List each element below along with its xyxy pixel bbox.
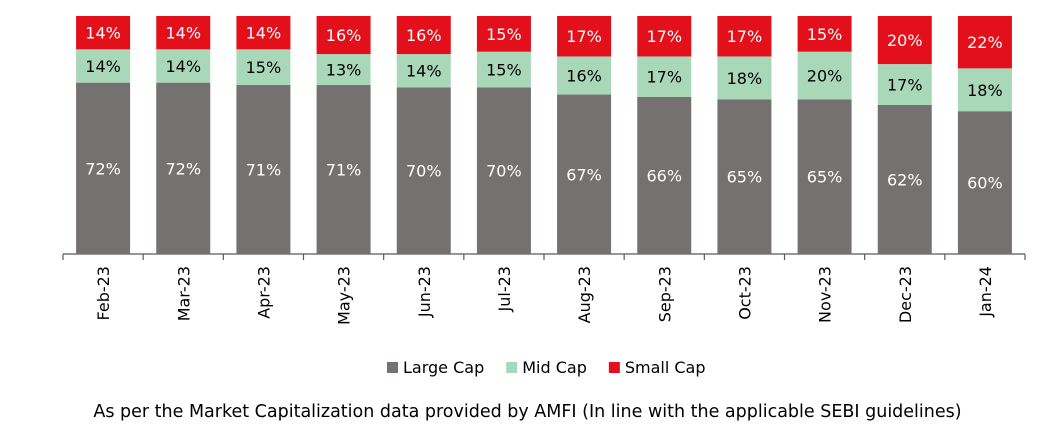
bar-segment-large-cap	[557, 94, 612, 254]
stacked-bar-chart: 72% 14% 14% Feb-23 72% 14% 14% Mar-23 71% 15% 14% A…	[62, 16, 1026, 377]
x-tick-label: Dec-23	[896, 266, 915, 323]
bar-segment-large-cap	[877, 104, 932, 254]
bar-segment-mid-cap	[476, 51, 531, 88]
data-label: 14%	[85, 24, 121, 43]
bar-segment-small-cap	[877, 16, 932, 65]
data-label: 14%	[246, 24, 282, 43]
data-label: 65%	[727, 168, 763, 187]
bar-segment-large-cap	[236, 85, 291, 255]
bar-segment-large-cap	[396, 87, 451, 255]
bar-segment-mid-cap	[76, 49, 131, 83]
bar-segment-mid-cap	[557, 56, 612, 95]
data-label: 17%	[727, 27, 763, 46]
bar-segment-small-cap	[156, 16, 211, 50]
x-tick-label: Aug-23	[575, 266, 594, 323]
bar-segment-mid-cap	[957, 68, 1012, 112]
legend-swatch	[387, 362, 398, 373]
data-label: 14%	[165, 24, 201, 43]
bar-segment-small-cap	[316, 16, 371, 55]
bar-segment-small-cap	[476, 16, 531, 52]
bar-segment-mid-cap	[717, 56, 772, 100]
x-tick-label: May-23	[335, 266, 354, 325]
bar-segment-mid-cap	[396, 54, 451, 88]
legend-label: Mid Cap	[522, 358, 587, 377]
data-label: 72%	[85, 159, 121, 178]
legend-label: Small Cap	[625, 358, 706, 377]
x-tick-label: Nov-23	[816, 266, 835, 323]
data-label: 15%	[486, 25, 522, 44]
x-tick-label: Feb-23	[94, 266, 113, 320]
bar-segment-mid-cap	[316, 54, 371, 86]
x-tick-label: Jul-23	[495, 266, 514, 312]
bar-segment-small-cap	[76, 16, 131, 50]
data-label: 20%	[887, 31, 923, 50]
data-label: 15%	[807, 25, 843, 44]
x-tick-label: Apr-23	[254, 266, 273, 319]
bar-segment-large-cap	[156, 82, 211, 254]
data-label: 17%	[646, 27, 682, 46]
bar-segment-mid-cap	[877, 64, 932, 105]
data-label: 67%	[566, 165, 602, 184]
bar-segment-mid-cap	[156, 49, 211, 83]
data-label: 13%	[326, 61, 362, 80]
legend-item: Mid Cap	[506, 358, 587, 377]
data-label: 17%	[566, 27, 602, 46]
data-label: 15%	[486, 61, 522, 80]
data-label: 22%	[967, 33, 1003, 52]
bar-segment-small-cap	[957, 16, 1012, 69]
data-label: 66%	[646, 166, 682, 185]
data-label: 65%	[807, 168, 843, 187]
data-label: 18%	[727, 69, 763, 88]
bar-segment-large-cap	[637, 96, 692, 254]
legend-swatch	[506, 362, 518, 373]
bar-segment-small-cap	[396, 16, 451, 55]
bar-segment-mid-cap	[797, 51, 852, 100]
bar-segment-large-cap	[797, 99, 852, 254]
bar-segment-small-cap	[557, 16, 612, 57]
data-label: 14%	[406, 62, 442, 81]
data-label: 14%	[165, 57, 201, 76]
legend-item: Large Cap	[387, 358, 484, 377]
x-tick-label: Sep-23	[655, 266, 674, 322]
bar-segment-mid-cap	[236, 49, 291, 86]
footnote: As per the Market Capitalization data pr…	[93, 402, 962, 422]
data-label: 18%	[967, 81, 1003, 100]
data-label: 72%	[165, 159, 201, 178]
legend-item: Small Cap	[608, 358, 706, 377]
data-label: 71%	[326, 161, 362, 180]
data-label: 16%	[326, 26, 362, 45]
data-label: 17%	[646, 68, 682, 87]
data-label: 20%	[807, 67, 843, 86]
x-tick-label: Mar-23	[174, 266, 193, 321]
legend-swatch	[608, 362, 620, 373]
data-label: 70%	[486, 162, 522, 181]
bar-segment-large-cap	[476, 87, 531, 255]
bar-segment-small-cap	[797, 16, 852, 52]
bar-segment-mid-cap	[637, 56, 692, 97]
x-tick-label: Jan-24	[976, 266, 995, 318]
bar-segment-small-cap	[717, 16, 772, 57]
data-label: 15%	[246, 58, 282, 77]
data-label: 14%	[85, 57, 121, 76]
data-label: 60%	[967, 174, 1003, 193]
data-label: 16%	[566, 67, 602, 86]
x-tick-label: Oct-23	[735, 266, 754, 320]
data-label: 71%	[246, 161, 282, 180]
data-label: 70%	[406, 162, 442, 181]
x-tick-label: Jun-23	[415, 266, 434, 318]
data-label: 62%	[887, 170, 923, 189]
bar-segment-large-cap	[316, 85, 371, 255]
data-label: 17%	[887, 76, 923, 95]
bar-segment-large-cap	[957, 111, 1012, 254]
bar-segment-small-cap	[236, 16, 291, 50]
bar-segment-small-cap	[637, 16, 692, 57]
bar-segment-large-cap	[76, 82, 131, 254]
bar-segment-large-cap	[717, 99, 772, 254]
legend-label: Large Cap	[403, 358, 484, 377]
data-label: 16%	[406, 26, 442, 45]
